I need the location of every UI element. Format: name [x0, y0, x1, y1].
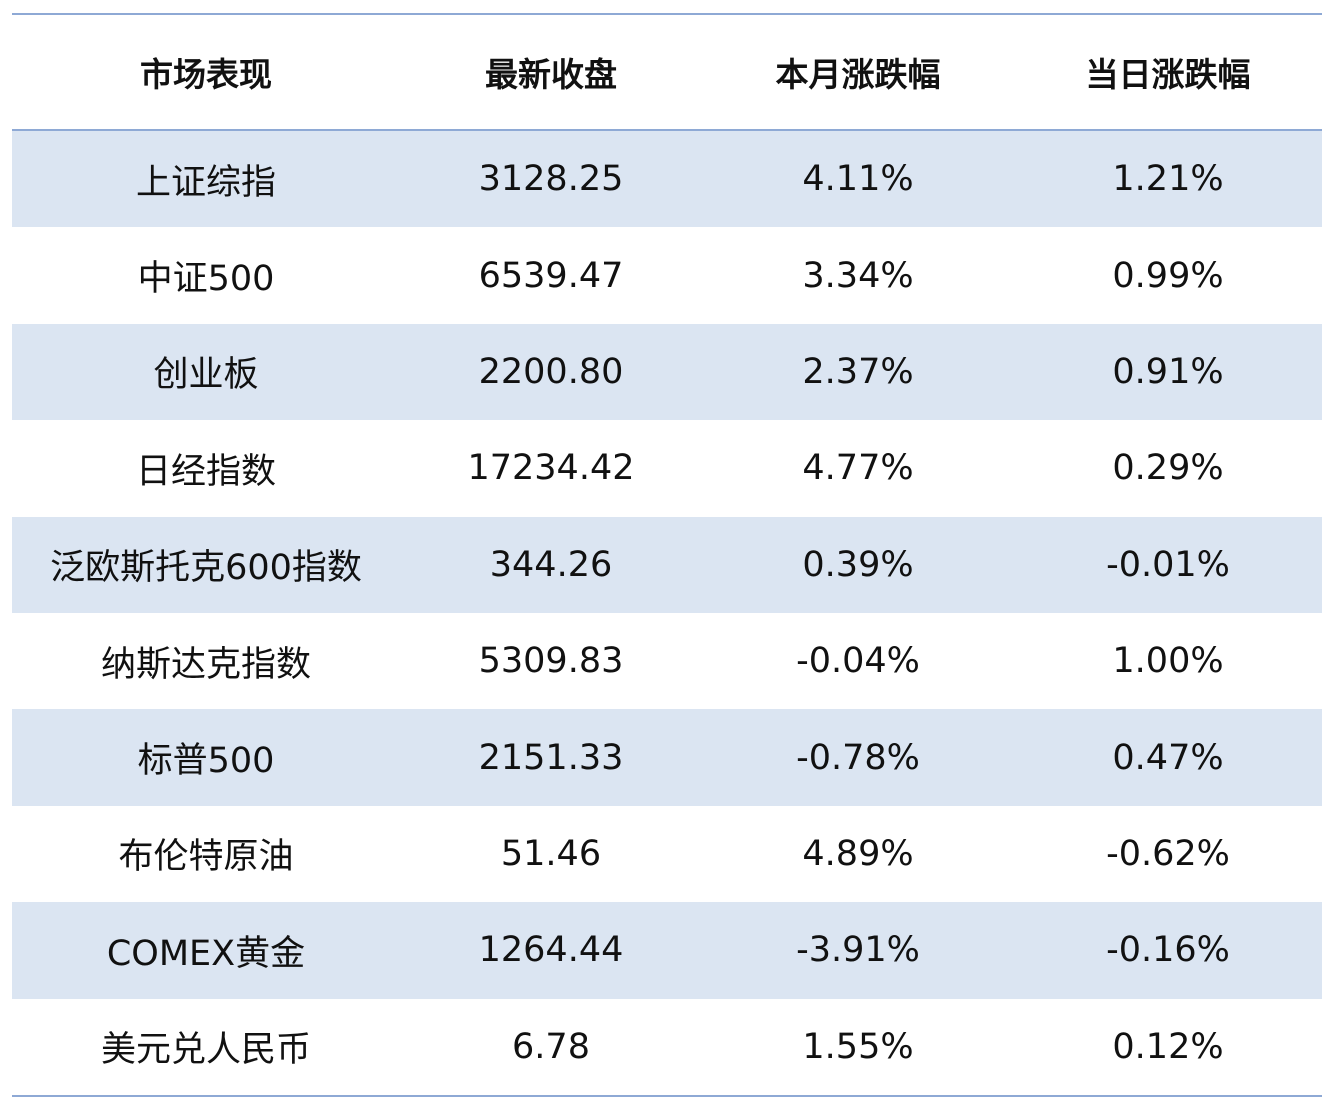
table-row: 上证综指 3128.25 4.11% 1.21% — [12, 131, 1322, 228]
cell-monthly-change: 4.11% — [802, 159, 914, 200]
cell-latest-close: 17234.42 — [467, 448, 635, 489]
cell-latest-close: 1264.44 — [478, 930, 624, 971]
bottom-rule — [12, 1094, 1322, 1097]
header-cell-daily-change: 当日涨跌幅 — [1085, 55, 1251, 94]
header-rule — [12, 129, 1322, 131]
cell-monthly-change: 0.39% — [802, 544, 914, 585]
cell-daily-change: 0.91% — [1112, 351, 1224, 392]
header-cell-market: 市场表现 — [140, 55, 272, 94]
cell-market: 创业板 — [153, 355, 259, 396]
top-rule — [12, 13, 1322, 15]
header-cell-monthly-change: 本月涨跌幅 — [775, 55, 941, 94]
cell-daily-change: 1.21% — [1112, 159, 1224, 200]
cell-latest-close: 6.78 — [512, 1026, 590, 1067]
table-row: 中证500 6539.47 3.34% 0.99% — [12, 227, 1322, 323]
cell-monthly-change: 3.34% — [802, 255, 914, 296]
cell-daily-change: -0.01% — [1106, 544, 1230, 585]
cell-daily-change: 0.47% — [1112, 737, 1224, 778]
cell-market: 标普500 — [137, 741, 275, 782]
table-row: 布伦特原油 51.46 4.89% -0.62% — [12, 806, 1322, 902]
table-row: 纳斯达克指数 5309.83 -0.04% 1.00% — [12, 613, 1322, 709]
cell-monthly-change: 4.77% — [802, 448, 914, 489]
header-row: 市场表现 最新收盘 本月涨跌幅 当日涨跌幅 — [12, 15, 1322, 129]
cell-daily-change: 1.00% — [1112, 641, 1224, 682]
table-row: 日经指数 17234.42 4.77% 0.29% — [12, 420, 1322, 516]
cell-market: COMEX黄金 — [106, 933, 306, 974]
cell-latest-close: 344.26 — [489, 544, 613, 585]
table-row: 美元兑人民币 6.78 1.55% 0.12% — [12, 999, 1322, 1095]
cell-market: 上证综指 — [135, 162, 276, 203]
cell-daily-change: -0.62% — [1106, 833, 1230, 874]
cell-monthly-change: -0.78% — [796, 737, 920, 778]
cell-latest-close: 3128.25 — [478, 159, 624, 200]
table-row: 创业板 2200.80 2.37% 0.91% — [12, 323, 1322, 421]
cell-market: 纳斯达克指数 — [100, 644, 311, 685]
cell-daily-change: -0.16% — [1106, 930, 1230, 971]
table-row: COMEX黄金 1264.44 -3.91% -0.16% — [12, 902, 1322, 999]
cell-monthly-change: -0.04% — [796, 641, 920, 682]
cell-latest-close: 6539.47 — [478, 255, 624, 296]
cell-market: 泛欧斯托克600指数 — [50, 548, 362, 589]
header-cell-latest-close: 最新收盘 — [485, 55, 617, 94]
cell-monthly-change: 1.55% — [802, 1026, 914, 1067]
cell-monthly-change: 2.37% — [802, 351, 914, 392]
cell-latest-close: 5309.83 — [478, 641, 624, 682]
cell-latest-close: 2200.80 — [478, 351, 624, 392]
market-table: 市场表现 最新收盘 本月涨跌幅 当日涨跌幅 上证综指 3128.25 4.11%… — [12, 13, 1322, 1097]
table-row: 泛欧斯托克600指数 344.26 0.39% -0.01% — [12, 516, 1322, 613]
table-row: 标普500 2151.33 -0.78% 0.47% — [12, 709, 1322, 806]
cell-market: 美元兑人民币 — [100, 1030, 311, 1071]
cell-market: 布伦特原油 — [118, 837, 294, 878]
cell-market: 日经指数 — [135, 451, 276, 492]
cell-daily-change: 0.29% — [1112, 448, 1224, 489]
cell-market: 中证500 — [137, 259, 275, 300]
cell-latest-close: 51.46 — [500, 833, 602, 874]
cell-daily-change: 0.99% — [1112, 255, 1224, 296]
cell-monthly-change: -3.91% — [796, 930, 920, 971]
cell-monthly-change: 4.89% — [802, 833, 914, 874]
cell-latest-close: 2151.33 — [478, 737, 624, 778]
cell-daily-change: 0.12% — [1112, 1026, 1224, 1067]
